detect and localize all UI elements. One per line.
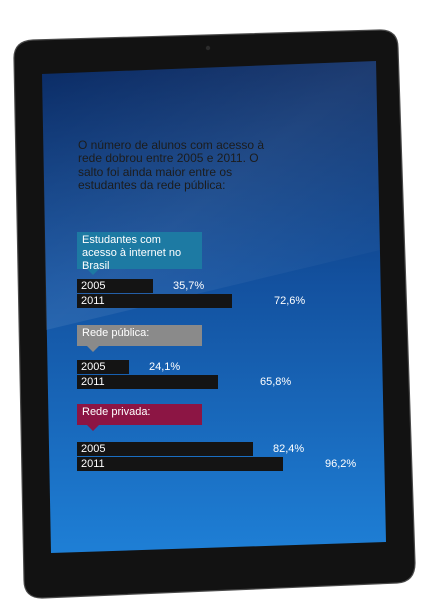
value-label-brasil-2005: 35,7%	[173, 280, 205, 292]
year-label-privada-2005: 2005	[81, 443, 106, 455]
value-label-privada-2005: 82,4%	[273, 443, 305, 455]
year-label-privada-2011: 2011	[81, 458, 105, 470]
bar-brasil-2011	[77, 294, 232, 308]
group-header-rede-publica: Rede pública:	[77, 325, 202, 352]
year-label-brasil-2011: 2011	[81, 295, 105, 307]
group-header-brasil: Estudantes com acesso à internet no Bras…	[77, 232, 202, 275]
bar-publica-2011	[77, 375, 218, 389]
bar-publica-2005	[77, 360, 129, 374]
value-label-publica-2005: 24,1%	[149, 361, 181, 373]
camera-dot	[205, 45, 211, 51]
group-header-rede-privada: Rede privada:	[77, 404, 202, 431]
bar-brasil-2005	[77, 279, 153, 293]
value-label-publica-2011: 65,8%	[260, 376, 292, 388]
tablet-edge-highlight	[13, 29, 416, 599]
value-label-brasil-2011: 72,6%	[274, 295, 306, 307]
bar-privada-2011	[77, 457, 283, 471]
year-label-publica-2005: 2005	[81, 361, 106, 373]
year-label-publica-2011: 2011	[81, 376, 105, 388]
intro-text: O número de alunos com acesso à rede dob…	[78, 138, 265, 192]
year-label-brasil-2005: 2005	[81, 280, 106, 292]
bar-privada-2005	[77, 442, 253, 456]
value-label-privada-2011: 96,2%	[325, 458, 357, 470]
